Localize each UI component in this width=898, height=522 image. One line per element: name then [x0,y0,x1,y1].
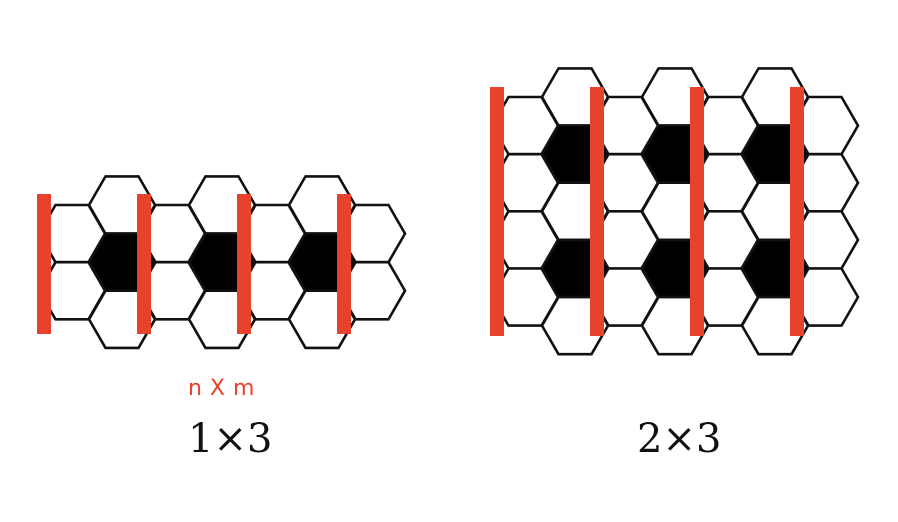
caption-1x3: 1×3 [188,416,273,462]
separator-bar [137,194,151,334]
figure-2x3-lattice [490,67,860,356]
caption-2x3: 2×3 [637,416,722,462]
size-notation-label: n X m [188,376,255,401]
figure-1x3-lattice [37,175,407,350]
separator-bar [790,87,804,336]
separator-bar [590,87,604,336]
separator-bar [490,87,504,336]
separator-bar [690,87,704,336]
separator-bar [237,194,251,334]
separator-bar [337,194,351,334]
separator-bar [37,194,51,334]
